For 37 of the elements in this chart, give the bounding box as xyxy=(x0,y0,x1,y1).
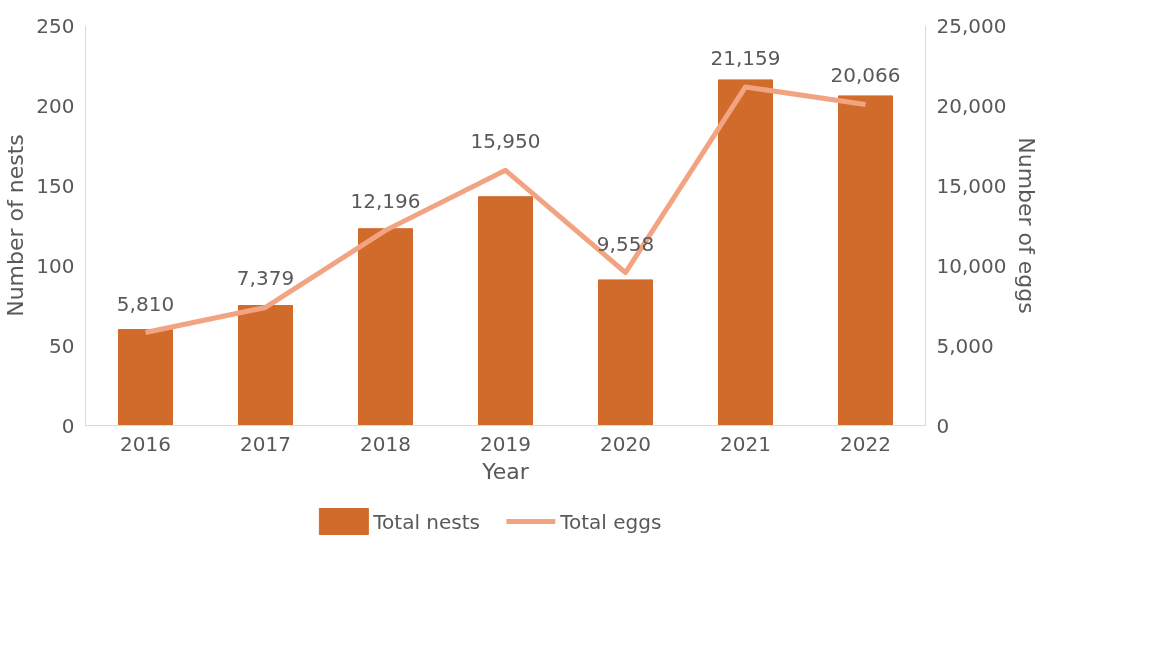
bar xyxy=(598,279,653,426)
bar xyxy=(718,79,773,426)
y-tick-label: 200 xyxy=(36,93,75,118)
y-tick-label: 100 xyxy=(36,253,75,278)
x-tick-label: 2019 xyxy=(480,431,531,456)
x-tick-label: 2018 xyxy=(360,431,411,456)
bar xyxy=(838,95,893,426)
y-tick-label: 50 xyxy=(49,333,75,358)
bar xyxy=(238,305,293,426)
data-label: 12,196 xyxy=(350,189,421,214)
y2-tick-label: 10,000 xyxy=(936,253,1007,278)
data-label: 15,950 xyxy=(470,129,541,154)
y2-tick-label: 20,000 xyxy=(936,93,1007,118)
y2-axis-title: Number of eggs xyxy=(1014,137,1040,314)
bar xyxy=(118,329,173,426)
y-tick-label: 0 xyxy=(61,413,75,438)
data-label: 7,379 xyxy=(236,266,295,291)
bar xyxy=(358,228,413,426)
bar xyxy=(478,196,533,426)
y-tick-label: 250 xyxy=(36,13,75,38)
data-label: 5,810 xyxy=(116,291,175,316)
data-label: 20,066 xyxy=(830,63,901,88)
x-tick-label: 2016 xyxy=(120,431,171,456)
data-label: 21,159 xyxy=(710,45,781,70)
x-tick-label: 2021 xyxy=(720,431,771,456)
x-tick-label: 2017 xyxy=(240,431,291,456)
x-tick-label: 2020 xyxy=(600,431,651,456)
x-tick-label: 2022 xyxy=(840,431,891,456)
y2-tick-label: 15,000 xyxy=(936,173,1007,198)
y-tick-label: 150 xyxy=(36,173,75,198)
legend-label: Total eggs xyxy=(559,509,662,534)
y-axis-title: Number of nests xyxy=(3,134,29,317)
legend-label: Total nests xyxy=(372,509,480,534)
y2-tick-label: 0 xyxy=(936,413,950,438)
y2-tick-label: 25,000 xyxy=(936,13,1007,38)
x-axis-title: Year xyxy=(481,458,530,484)
y2-tick-label: 5,000 xyxy=(936,333,994,358)
